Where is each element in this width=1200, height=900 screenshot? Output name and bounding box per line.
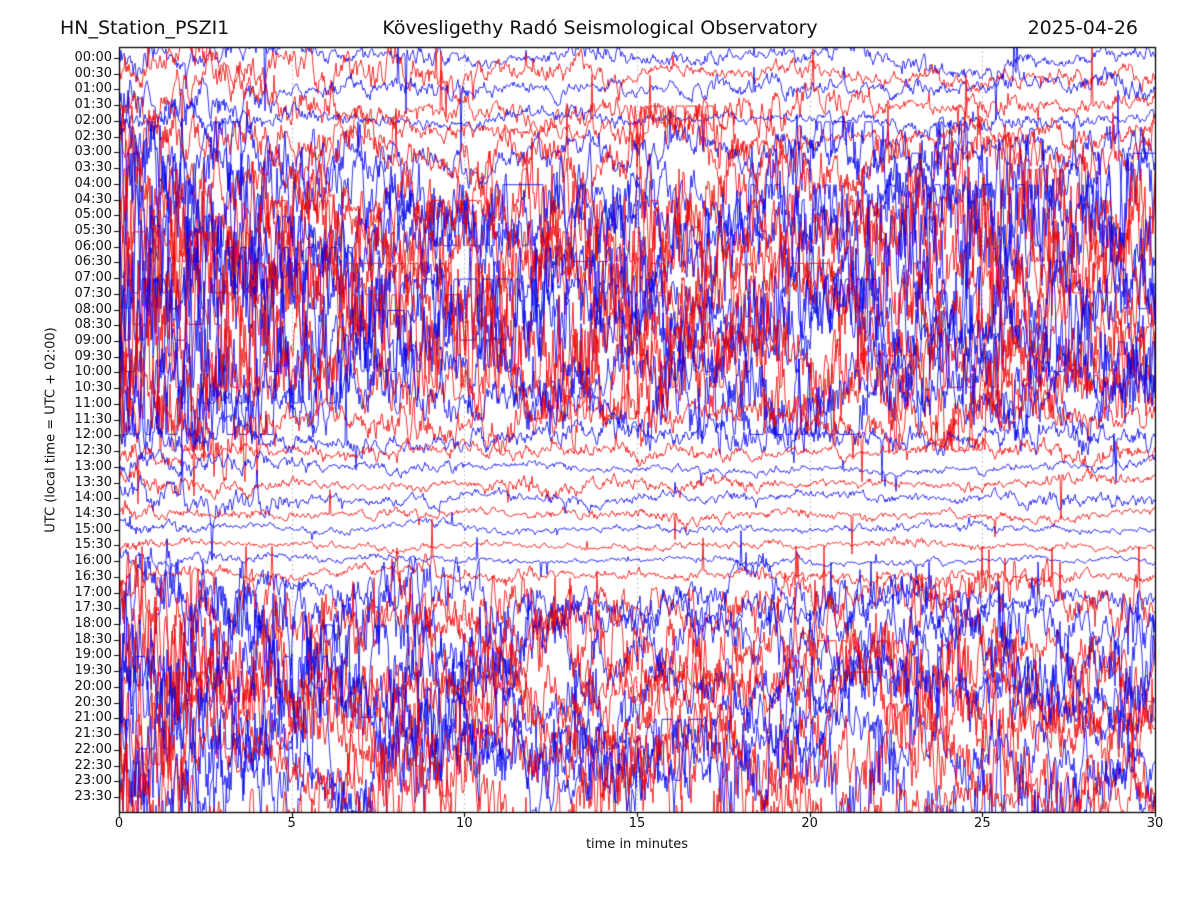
- x-tick-label: 20: [801, 816, 818, 831]
- y-tick-label: 15:00: [74, 521, 112, 537]
- y-tick-label: 11:30: [74, 411, 112, 427]
- y-tick-label: 16:30: [74, 568, 112, 584]
- y-tick-label: 13:30: [74, 474, 112, 490]
- x-axis-label: time in minutes: [585, 837, 689, 852]
- y-tick-label: 05:00: [74, 207, 112, 223]
- y-tick-label: 19:30: [74, 663, 112, 679]
- x-tick-label: 5: [287, 816, 296, 831]
- y-tick-label: 20:30: [74, 694, 112, 710]
- y-axis-label: UTC (local time = UTC + 02:00): [43, 327, 59, 533]
- y-tick-label: 18:30: [74, 631, 112, 647]
- y-tick-label: 01:30: [74, 97, 112, 113]
- y-tick-label: 18:00: [74, 616, 112, 632]
- y-tick-label: 14:30: [74, 505, 112, 521]
- y-tick-label: 07:00: [74, 270, 112, 286]
- y-tick-label: 07:30: [74, 285, 112, 301]
- y-tick-label: 03:00: [74, 144, 112, 160]
- y-tick-label: 01:00: [74, 81, 112, 97]
- y-tick-label: 08:00: [74, 301, 112, 317]
- y-tick-label: 04:30: [74, 191, 112, 207]
- y-tick-label: 13:00: [74, 458, 112, 474]
- y-tick-label: 19:00: [74, 647, 112, 663]
- y-tick-label: 08:30: [74, 317, 112, 333]
- y-tick-label: 10:00: [74, 364, 112, 380]
- y-tick-label: 00:00: [74, 50, 112, 65]
- x-tick-label: 0: [114, 816, 124, 831]
- y-tick-label: 06:00: [74, 238, 112, 254]
- y-tick-label: 05:30: [74, 222, 112, 238]
- y-tick-label: 15:30: [74, 537, 112, 553]
- y-tick-label: 02:00: [74, 112, 112, 128]
- y-tick-label: 21:30: [74, 726, 112, 742]
- y-tick-label: 23:00: [74, 773, 112, 789]
- y-tick-label: 09:30: [74, 348, 112, 364]
- y-tick-label: 22:30: [74, 757, 112, 773]
- y-tick-label: 03:30: [74, 160, 112, 176]
- y-tick-label: 09:00: [74, 333, 112, 349]
- y-tick-label: 12:30: [74, 443, 112, 459]
- y-tick-label: 14:00: [74, 490, 112, 506]
- y-tick-label: 17:00: [74, 584, 112, 600]
- y-tick-label: 10:30: [74, 380, 112, 396]
- x-tick-label: 25: [974, 816, 991, 831]
- y-tick-label: 22:00: [74, 741, 112, 757]
- y-tick-label: 00:30: [74, 65, 112, 81]
- y-tick-label: 12:00: [74, 427, 112, 443]
- y-tick-label: 21:00: [74, 710, 112, 726]
- y-tick-label: 20:00: [74, 678, 112, 694]
- y-tick-label: 06:30: [74, 254, 112, 270]
- y-tick-label: 02:30: [74, 128, 112, 144]
- y-tick-label: 11:00: [74, 395, 112, 411]
- y-tick-label: 04:00: [74, 175, 112, 191]
- x-tick-label: 10: [456, 816, 473, 831]
- y-tick-label: 17:30: [74, 600, 112, 616]
- y-tick-label: 23:30: [74, 789, 112, 804]
- y-tick-label: 16:00: [74, 553, 112, 569]
- x-tick-label: 15: [628, 816, 646, 831]
- x-tick-label: 30: [1146, 816, 1164, 831]
